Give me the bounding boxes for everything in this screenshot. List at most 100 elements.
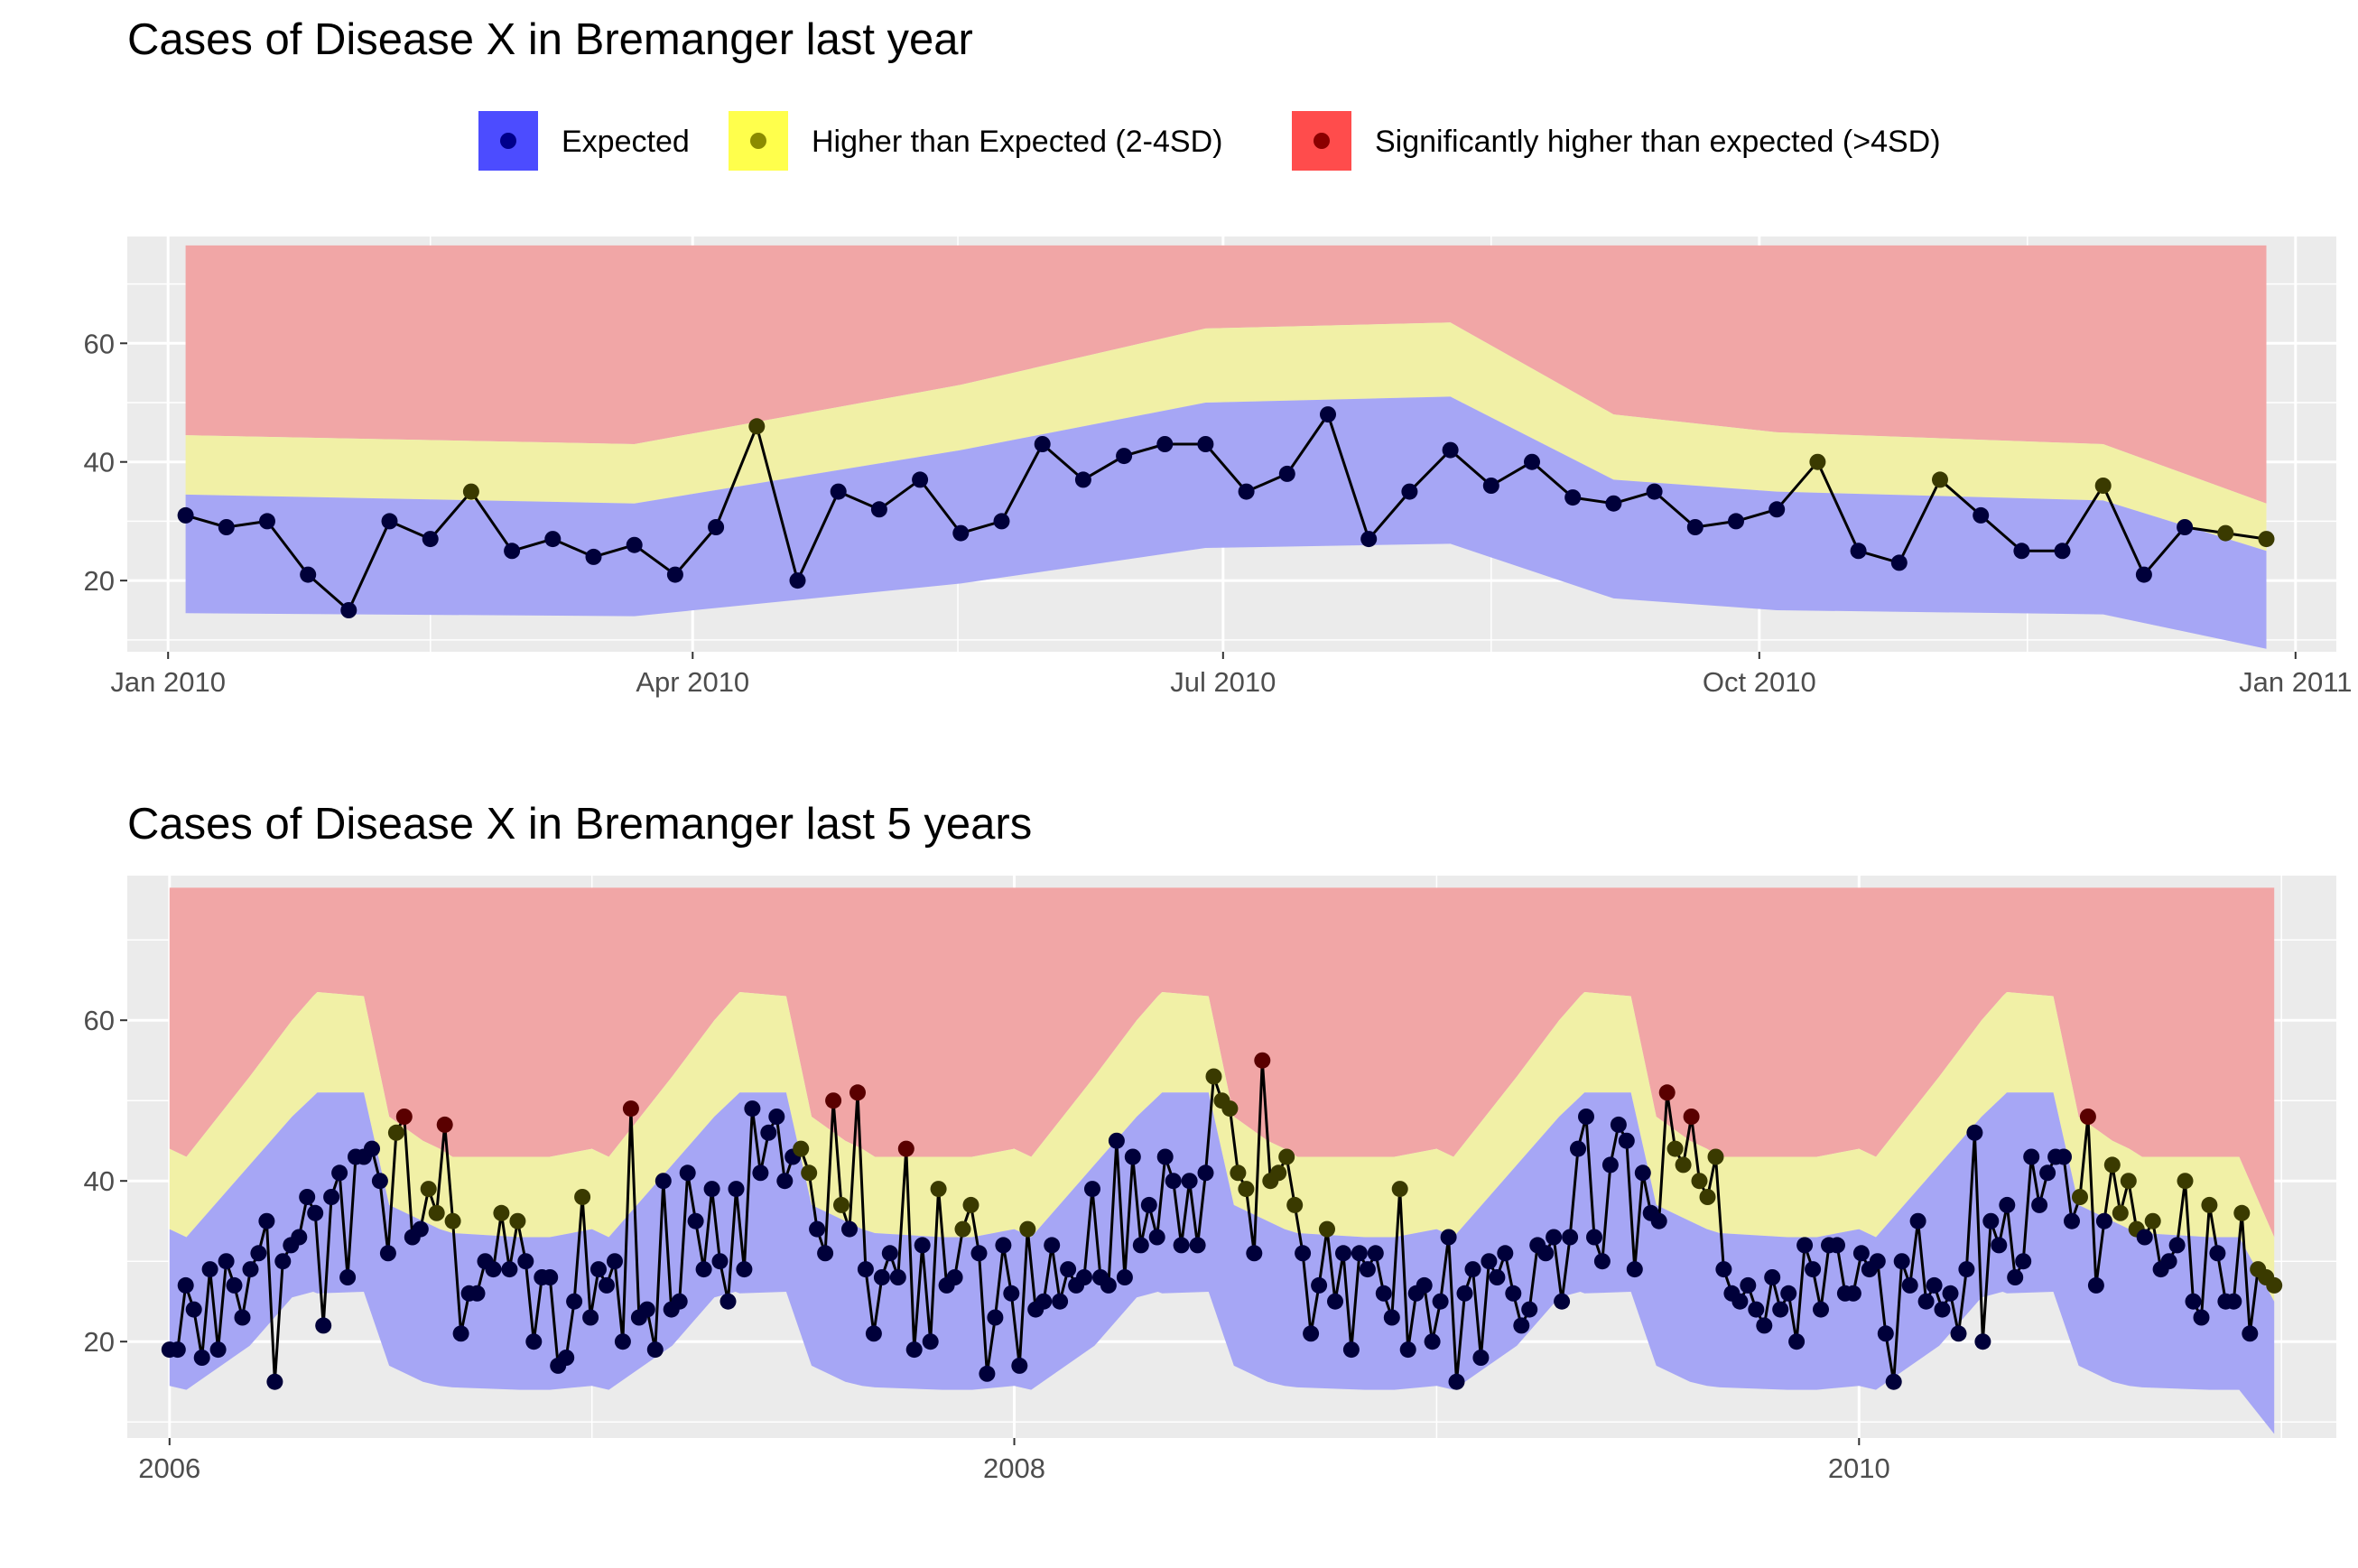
data-point bbox=[2013, 543, 2030, 560]
data-point bbox=[1893, 1253, 1910, 1270]
band-significant bbox=[185, 245, 2267, 504]
data-point bbox=[1124, 1148, 1141, 1165]
data-point bbox=[1813, 1301, 1829, 1318]
data-point bbox=[2072, 1189, 2088, 1205]
data-point bbox=[258, 1212, 275, 1229]
data-point bbox=[830, 483, 847, 500]
data-point bbox=[1320, 406, 1336, 423]
data-point bbox=[793, 1140, 810, 1157]
data-point bbox=[2266, 1276, 2283, 1294]
data-point bbox=[2064, 1212, 2080, 1229]
data-point bbox=[1901, 1276, 1918, 1294]
data-point bbox=[2168, 1237, 2186, 1254]
data-point bbox=[323, 1189, 340, 1205]
data-point bbox=[307, 1204, 324, 1221]
data-point bbox=[841, 1220, 858, 1238]
data-point bbox=[1974, 1333, 1991, 1350]
data-point bbox=[654, 1173, 672, 1190]
data-point bbox=[748, 418, 766, 435]
data-point bbox=[1578, 1109, 1594, 1125]
data-point bbox=[1359, 1261, 1376, 1278]
data-point bbox=[2112, 1204, 2129, 1221]
data-point bbox=[1917, 1293, 1935, 1310]
data-point bbox=[1472, 1350, 1490, 1366]
data-point bbox=[1205, 1068, 1222, 1085]
data-point bbox=[2242, 1325, 2259, 1342]
data-point bbox=[1440, 1229, 1457, 1246]
data-point bbox=[2015, 1253, 2032, 1270]
data-point bbox=[1731, 1293, 1749, 1310]
data-point bbox=[274, 1253, 292, 1270]
data-point bbox=[1650, 1212, 1667, 1229]
data-point bbox=[607, 1253, 623, 1270]
data-point bbox=[703, 1181, 720, 1198]
data-point bbox=[266, 1373, 283, 1390]
data-point bbox=[242, 1261, 259, 1278]
data-point bbox=[379, 1245, 396, 1262]
data-point bbox=[1699, 1189, 1716, 1205]
x-tick-label: 2008 bbox=[983, 1452, 1045, 1484]
data-point bbox=[201, 1261, 218, 1278]
data-point bbox=[695, 1261, 712, 1278]
data-point bbox=[728, 1181, 745, 1198]
data-point bbox=[1383, 1309, 1400, 1326]
data-point bbox=[544, 531, 562, 548]
data-point bbox=[444, 1212, 461, 1229]
data-point bbox=[1181, 1173, 1198, 1190]
data-point bbox=[912, 471, 929, 488]
data-point bbox=[1019, 1220, 1036, 1238]
data-point bbox=[2039, 1164, 2056, 1182]
band-higher-than-expected bbox=[169, 992, 2275, 1302]
data-point bbox=[1890, 554, 1908, 571]
data-point bbox=[452, 1325, 469, 1342]
data-point bbox=[1852, 1245, 1870, 1262]
data-point bbox=[2135, 566, 2152, 583]
data-point bbox=[626, 536, 643, 553]
data-point bbox=[1286, 1196, 1304, 1213]
band-expected bbox=[169, 1092, 2275, 1434]
data-point bbox=[1278, 465, 1295, 482]
data-point bbox=[1254, 1052, 1271, 1069]
data-point bbox=[979, 1365, 996, 1382]
data-point bbox=[2233, 1204, 2251, 1221]
data-point bbox=[995, 1237, 1012, 1254]
data-point bbox=[952, 524, 970, 542]
data-point bbox=[914, 1237, 931, 1254]
data-point bbox=[865, 1325, 882, 1342]
data-point bbox=[1416, 1276, 1433, 1294]
data-point bbox=[1505, 1285, 1522, 1302]
data-point bbox=[1932, 471, 1948, 488]
band-higher-than-expected bbox=[185, 322, 2267, 552]
data-point bbox=[218, 1253, 235, 1270]
y-tick-label: 20 bbox=[84, 1326, 115, 1358]
y-tick-label: 60 bbox=[84, 328, 115, 359]
data-point bbox=[493, 1204, 510, 1221]
data-point bbox=[1375, 1285, 1392, 1302]
data-point bbox=[1646, 483, 1663, 500]
legend-dot-expected bbox=[500, 133, 516, 149]
data-point bbox=[340, 602, 357, 618]
data-point bbox=[1973, 506, 1990, 524]
data-point bbox=[209, 1341, 227, 1359]
data-point bbox=[881, 1245, 898, 1262]
data-point bbox=[2079, 1109, 2096, 1125]
data-point bbox=[1482, 478, 1499, 494]
data-point bbox=[1367, 1245, 1384, 1262]
data-point bbox=[905, 1341, 923, 1359]
data-point bbox=[666, 566, 683, 583]
data-point bbox=[930, 1181, 947, 1198]
data-point bbox=[1942, 1285, 1959, 1302]
data-point bbox=[585, 548, 602, 565]
data-point bbox=[2185, 1293, 2202, 1310]
data-point bbox=[462, 483, 479, 500]
legend-dot-significant bbox=[1314, 133, 1330, 149]
data-point bbox=[1626, 1261, 1643, 1278]
data-point bbox=[1003, 1285, 1020, 1302]
data-point bbox=[2094, 478, 2112, 494]
data-point bbox=[428, 1204, 445, 1221]
data-point bbox=[1768, 501, 1786, 518]
data-point bbox=[1011, 1357, 1028, 1374]
data-point bbox=[1319, 1220, 1335, 1238]
data-point bbox=[1740, 1276, 1757, 1294]
legend-item-higher: Higher than Expected (2-4SD) bbox=[729, 111, 1222, 171]
